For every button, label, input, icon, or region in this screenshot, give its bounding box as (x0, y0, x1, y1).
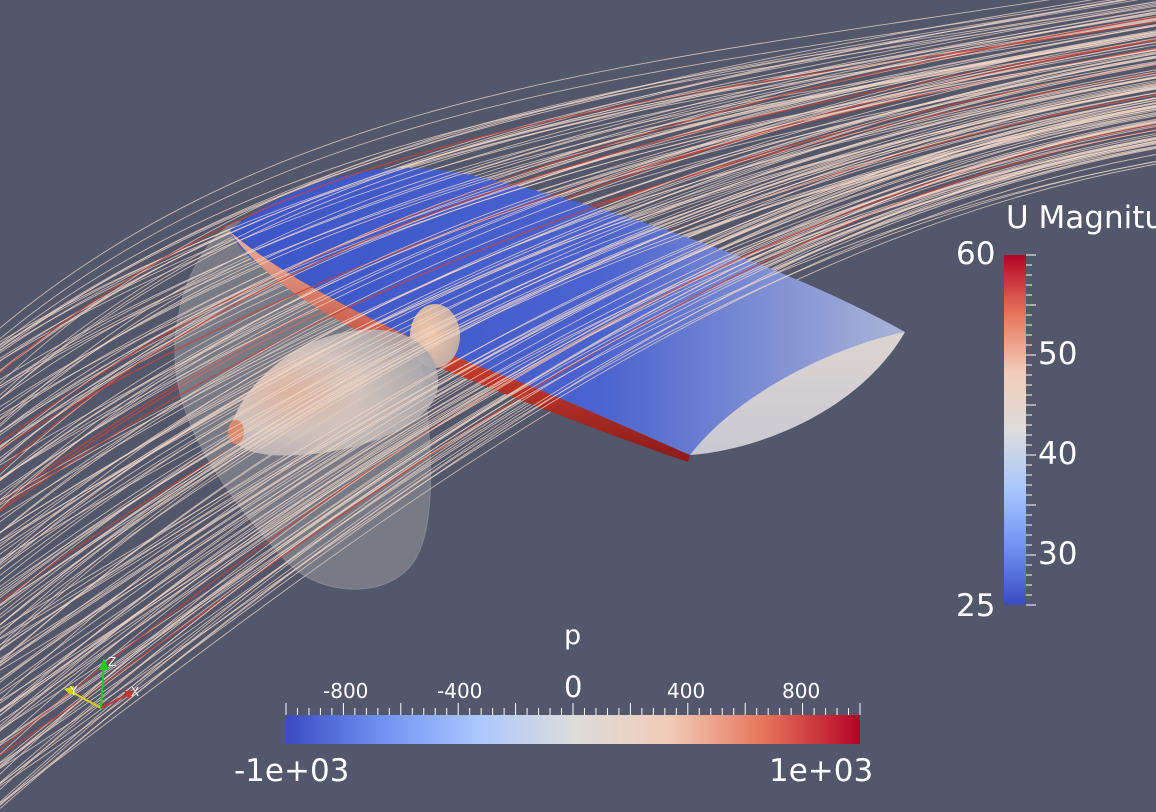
streamline (0, 0, 1094, 349)
p-tick-label: -800 (323, 679, 369, 703)
streamline (0, 62, 1156, 555)
u-tick-label: 40 (1038, 436, 1078, 472)
streamline (0, 76, 1156, 582)
streamline (0, 129, 1156, 775)
u-max-label: 60 (956, 236, 996, 272)
streamline (0, 57, 1156, 534)
axis-label-z: Z (108, 655, 116, 669)
streamline (0, 92, 1156, 576)
streamline (0, 147, 1156, 785)
streamline (0, 122, 1156, 713)
streamline (0, 133, 1156, 767)
streamline (0, 53, 1156, 547)
streamline (0, 80, 1156, 626)
streamline (0, 154, 1156, 769)
streamline (0, 41, 1156, 481)
p-tick-label: 800 (782, 679, 821, 703)
u-magnitude-colorbar (1004, 254, 1036, 606)
streamline (0, 24, 1156, 372)
streamline (0, 31, 1156, 416)
streamline (0, 112, 1156, 650)
streamline (0, 4, 1156, 362)
streamline (0, 92, 1156, 607)
streamline (0, 35, 1156, 425)
streamline (0, 25, 1156, 389)
streamline (0, 108, 1156, 683)
streamline (0, 8, 1156, 387)
streamline (0, 161, 1156, 810)
streamline (0, 126, 1156, 732)
axis-label-x: X (131, 685, 139, 699)
streamline (0, 73, 1156, 563)
p-colorbar (285, 703, 861, 744)
u-magnitude-title: U Magnitu (1006, 200, 1156, 236)
streamline (0, 148, 1156, 806)
streamline (0, 41, 1156, 493)
streamline (0, 118, 1156, 695)
streamline (0, 100, 1156, 646)
streamline (0, 121, 1156, 743)
streamline (0, 161, 1156, 791)
streamline (0, 81, 1156, 610)
streamline (0, 163, 1156, 804)
fuselage-body (228, 304, 460, 456)
axis-label-y: Y (69, 684, 78, 698)
streamline (0, 0, 1129, 362)
streamline (0, 18, 1156, 400)
p-title: p (564, 620, 582, 651)
streamline (0, 21, 1156, 374)
wing-surface (230, 168, 905, 462)
streamline (0, 97, 1156, 626)
streamline (0, 87, 1156, 634)
streamline (0, 31, 1156, 464)
streamline (0, 0, 1052, 329)
streamline (0, 49, 1156, 462)
streamline (0, 102, 1156, 666)
streamline (0, 49, 1156, 510)
streamline (0, 17, 1156, 400)
p-tick-label: 400 (667, 679, 706, 703)
streamline (0, 71, 1156, 606)
streamline (0, 129, 1156, 757)
streamline (0, 139, 1156, 787)
p-max-label: 1e+03 (769, 753, 874, 789)
streamline (0, 141, 1156, 806)
u-min-label: 25 (956, 588, 996, 624)
orientation-axes-widget: Y Z X (64, 655, 139, 709)
streamline (0, 11, 1156, 381)
p-tick-label: -400 (437, 679, 483, 703)
u-tick-label: 30 (1038, 536, 1078, 572)
streamline (0, 16, 1156, 444)
streamline (0, 31, 1156, 479)
streamline (0, 139, 1156, 732)
streamline (0, 0, 1114, 340)
p-zero-label: 0 (564, 670, 583, 704)
p-min-label: -1e+03 (234, 753, 350, 789)
streamline (0, 88, 1156, 570)
streamline (0, 1, 1156, 385)
u-tick-label: 50 (1038, 336, 1078, 372)
streamline (0, 106, 1156, 701)
streamline (0, 63, 1156, 513)
streamline (0, 13, 1156, 400)
streamline (0, 32, 1156, 412)
streamline (0, 114, 1156, 712)
streamline (0, 35, 1156, 496)
streamline (0, 53, 1156, 518)
streamline (0, 5, 1156, 346)
